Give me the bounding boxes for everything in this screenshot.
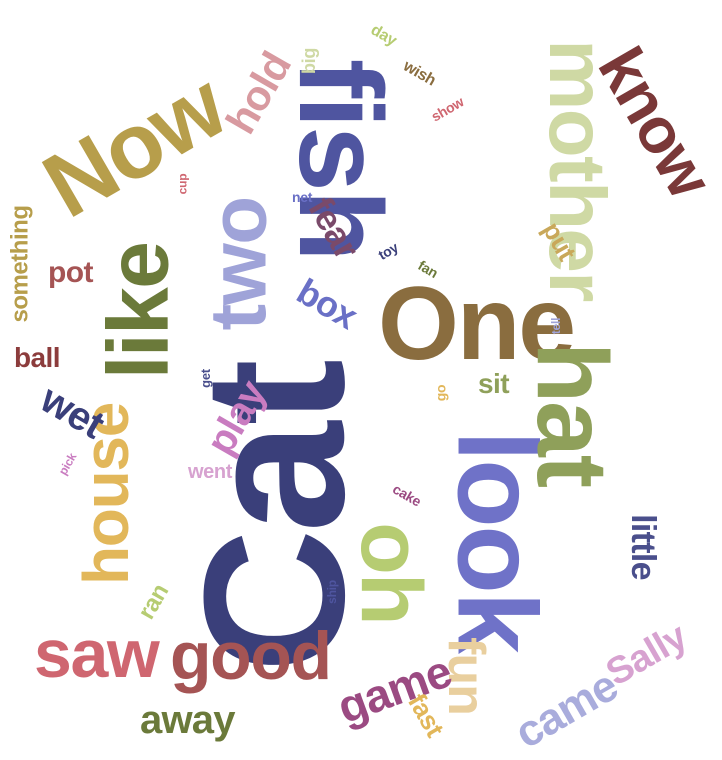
word-little: little [623,514,662,580]
word-oh: oh [342,522,439,624]
word-net: net [292,189,313,205]
word-something: something [6,205,34,323]
word-like: like [90,242,187,380]
word-box: box [290,270,365,337]
word-good: good [170,618,332,694]
word-away: away [140,698,235,742]
word-go: go [432,384,449,402]
word-two: two [193,197,283,331]
word-big: big [298,48,319,74]
word-one: One [378,266,576,382]
word-ship: ship [324,580,339,604]
word-saw: saw [34,616,160,692]
word-pot: pot [48,256,93,289]
word-cake: cake [390,480,425,510]
word-came: came [506,661,626,759]
word-tell: tell [549,317,564,335]
word-sit: sit [478,368,510,399]
word-cup: cup [175,173,190,195]
word-show: show [428,93,467,125]
word-day: day [367,21,400,50]
word-ball: ball [14,342,61,373]
word-hat: hat [516,342,628,486]
word-sally: Sally [599,615,694,695]
word-went: went [188,461,232,483]
word-get: get [197,369,213,388]
